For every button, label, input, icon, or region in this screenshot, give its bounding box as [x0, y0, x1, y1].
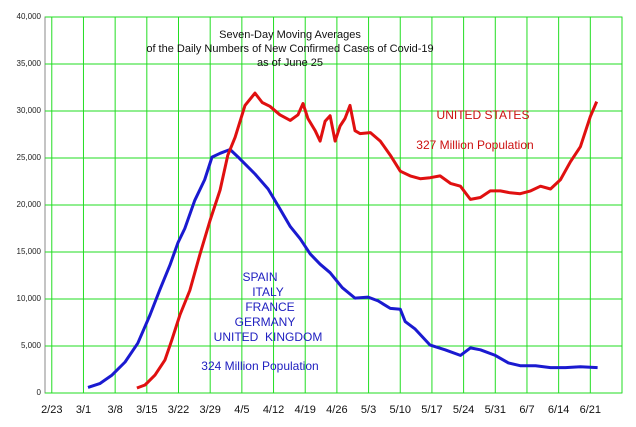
x-tick-label: 2/23: [41, 404, 62, 416]
y-tick-label: 5,000: [21, 341, 42, 350]
series-line: [136, 91, 599, 390]
y-tick-label: 40,000: [17, 12, 42, 21]
x-tick-label: 4/5: [234, 404, 249, 416]
y-tick-label: 20,000: [17, 200, 42, 209]
x-tick-label: 5/10: [390, 404, 411, 416]
chart-title: Seven-Day Moving Averages: [219, 29, 361, 41]
y-tick-label: 25,000: [17, 153, 42, 162]
annotation: 324 Million Population: [201, 359, 318, 373]
x-tick-label: 5/31: [485, 404, 506, 416]
x-tick-label: 3/29: [199, 404, 220, 416]
x-tick-label: 3/22: [168, 404, 189, 416]
y-tick-label: 30,000: [17, 106, 42, 115]
y-tick-label: 10,000: [17, 294, 42, 303]
annotation: SPAIN: [242, 270, 277, 284]
chart-title: of the Daily Numbers of New Confirmed Ca…: [146, 43, 433, 55]
annotation: GERMANY: [235, 315, 296, 329]
x-tick-label: 5/17: [421, 404, 442, 416]
x-tick-label: 6/21: [580, 404, 601, 416]
x-tick-label: 4/19: [295, 404, 316, 416]
y-tick-label: 15,000: [17, 247, 42, 256]
x-tick-label: 3/8: [107, 404, 122, 416]
annotation: ITALY: [252, 285, 284, 299]
x-tick-label: 3/15: [136, 404, 157, 416]
chart-title: as of June 25: [257, 57, 323, 69]
x-tick-label: 6/14: [548, 404, 569, 416]
x-tick-label: 4/12: [263, 404, 284, 416]
x-tick-label: 4/26: [326, 404, 347, 416]
x-tick-label: 6/7: [519, 404, 534, 416]
annotation: UNITED STATES: [437, 108, 530, 122]
annotation: UNITED KINGDOM: [214, 330, 323, 344]
x-tick-label: 5/3: [361, 404, 376, 416]
x-tick-label: 3/1: [76, 404, 91, 416]
y-tick-label: 35,000: [17, 59, 42, 68]
annotation: FRANCE: [245, 300, 294, 314]
x-tick-label: 5/24: [453, 404, 474, 416]
annotation: 327 Million Population: [416, 138, 533, 152]
series-line: [87, 148, 598, 389]
y-tick-label: 0: [37, 388, 42, 397]
